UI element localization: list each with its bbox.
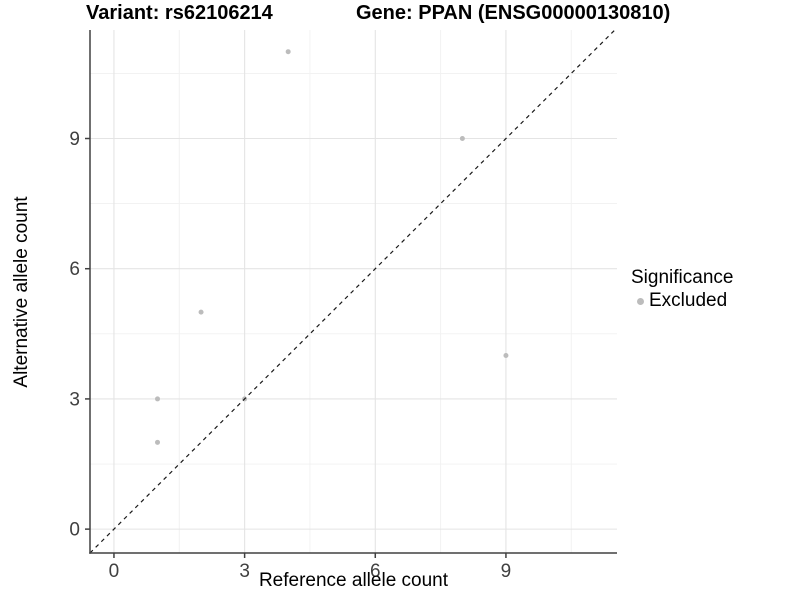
identity-line: [89, 29, 616, 554]
y-axis-title: Alternative allele count: [11, 196, 32, 388]
y-tick-label: 3: [69, 389, 80, 410]
excluded-point-icon: [637, 297, 644, 305]
data-point: [503, 353, 509, 359]
y-tick-label: 0: [69, 520, 80, 541]
legend-item-label: Excluded: [649, 290, 728, 311]
y-tick-label: 6: [69, 259, 80, 280]
legend-title: Significance: [631, 267, 734, 288]
gene-title: Gene: PPAN (ENSG00000130810): [356, 2, 671, 24]
data-point: [285, 49, 291, 55]
data-point: [155, 396, 161, 402]
x-axis-title: Reference allele count: [258, 570, 449, 591]
x-tick-label: 9: [501, 561, 512, 582]
legend-item-excluded: Excluded: [631, 290, 733, 312]
data-point: [198, 309, 204, 315]
data-point: [155, 439, 161, 445]
variant-title: Variant: rs62106214: [86, 2, 273, 24]
y-tick-label: 9: [69, 129, 80, 150]
data-point: [459, 136, 465, 142]
x-tick-label: 3: [239, 561, 250, 582]
legend: Significance Excluded: [631, 267, 733, 312]
x-tick-label: 6: [370, 561, 381, 582]
x-tick-label: 0: [109, 561, 120, 582]
